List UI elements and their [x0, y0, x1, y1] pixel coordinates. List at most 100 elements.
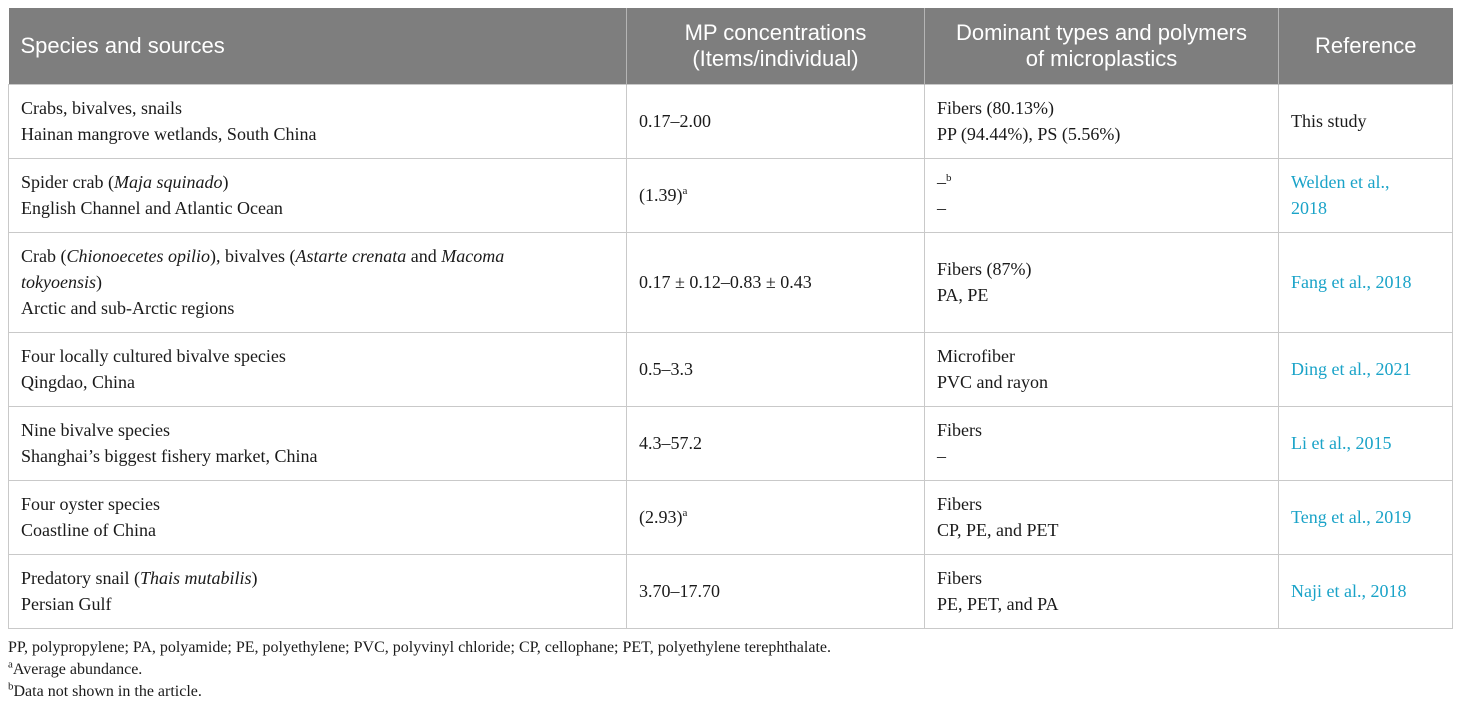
- table-row: Spider crab (Maja squinado) English Chan…: [8, 157, 1453, 232]
- reference-text: This study: [1291, 111, 1367, 131]
- table-row: Nine bivalve species Shanghai’s biggest …: [8, 405, 1453, 480]
- dominant-polymer: –: [937, 446, 946, 466]
- concentration-value: 4.3–57.2: [639, 433, 702, 453]
- table-header: Species and sources MP concentrations (I…: [8, 8, 1453, 84]
- reference-cell: Li et al., 2015: [1278, 405, 1453, 480]
- types-cell: Fibers (87%) PA, PE: [924, 231, 1279, 332]
- reference-cell: Fang et al., 2018: [1278, 231, 1453, 332]
- dominant-polymer: CP, PE, and PET: [937, 520, 1059, 540]
- reference-cell: Ding et al., 2021: [1278, 331, 1453, 406]
- species-cell: Crabs, bivalves, snails Hainan mangrove …: [8, 83, 627, 158]
- species-source: Shanghai’s biggest fishery market, China: [21, 446, 318, 466]
- species-name: Nine bivalve species: [21, 420, 170, 440]
- concentration-value: 0.5–3.3: [639, 359, 693, 379]
- footnote-mark: a: [682, 507, 688, 519]
- species-name: Crab (Chionoecetes opilio), bivalves (As…: [21, 246, 505, 266]
- dominant-polymer: –: [937, 198, 946, 218]
- concentration-value: (1.39): [639, 185, 683, 205]
- species-source: Arctic and sub-Arctic regions: [21, 298, 235, 318]
- reference-cell: Naji et al., 2018: [1278, 553, 1453, 629]
- types-cell: Fibers CP, PE, and PET: [924, 479, 1279, 554]
- dominant-type: –b: [937, 172, 952, 192]
- species-cell: Spider crab (Maja squinado) English Chan…: [8, 157, 627, 232]
- species-name: Predatory snail (Thais mutabilis): [21, 568, 258, 588]
- footnote-a: aAverage abundance.: [8, 659, 1452, 681]
- header-types-line2: of microplastics: [1025, 45, 1178, 71]
- footnote-mark: b: [946, 172, 952, 184]
- concentration-value: 0.17 ± 0.12–0.83 ± 0.43: [639, 272, 812, 292]
- species-name-cont: tokyoensis): [21, 272, 102, 292]
- species-source: Persian Gulf: [21, 594, 112, 614]
- concentration-value: 0.17–2.00: [639, 111, 711, 131]
- reference-link[interactable]: Naji et al., 2018: [1291, 581, 1407, 601]
- header-reference-label: Reference: [1314, 32, 1417, 58]
- types-cell: Fibers PE, PET, and PA: [924, 553, 1279, 629]
- dominant-type: Microfiber: [937, 346, 1015, 366]
- reference-link[interactable]: Teng et al., 2019: [1291, 507, 1412, 527]
- dominant-type: Fibers: [937, 568, 982, 588]
- reference-cell: This study: [1278, 83, 1453, 158]
- dominant-polymer: PE, PET, and PA: [937, 594, 1059, 614]
- reference-link-year[interactable]: 2018: [1291, 198, 1327, 218]
- species-name: Four locally cultured bivalve species: [21, 346, 286, 366]
- concentration-cell: (2.93)a: [626, 479, 925, 554]
- table-body: Crabs, bivalves, snails Hainan mangrove …: [8, 83, 1453, 629]
- header-species-label: Species and sources: [20, 32, 225, 58]
- species-name: Spider crab (Maja squinado): [21, 172, 229, 192]
- types-cell: –b –: [924, 157, 1279, 232]
- reference-link[interactable]: Welden et al.,: [1291, 172, 1390, 192]
- footnote-mark: a: [682, 185, 688, 197]
- species-cell: Nine bivalve species Shanghai’s biggest …: [8, 405, 627, 480]
- dominant-type: Fibers (87%): [937, 259, 1032, 279]
- header-species: Species and sources: [8, 8, 627, 84]
- dominant-type: Fibers (80.13%): [937, 98, 1054, 118]
- header-mp-line1: MP concentrations: [684, 19, 867, 45]
- comparison-table-container: Species and sources MP concentrations (I…: [8, 8, 1453, 703]
- species-latin-name: tokyoensis: [21, 272, 96, 292]
- concentration-value: (2.93): [639, 507, 683, 527]
- species-source: Hainan mangrove wetlands, South China: [21, 124, 317, 144]
- species-latin-name: Macoma: [441, 246, 505, 266]
- header-mp-concentration: MP concentrations (Items/individual): [626, 8, 925, 84]
- concentration-cell: 0.17 ± 0.12–0.83 ± 0.43: [626, 231, 925, 332]
- table-row: Four locally cultured bivalve species Qi…: [8, 331, 1453, 406]
- dominant-type: Fibers: [937, 494, 982, 514]
- table-row: Four oyster species Coastline of China (…: [8, 479, 1453, 554]
- species-cell: Predatory snail (Thais mutabilis) Persia…: [8, 553, 627, 629]
- species-name: Four oyster species: [21, 494, 160, 514]
- table-row: Predatory snail (Thais mutabilis) Persia…: [8, 553, 1453, 629]
- header-types-line1: Dominant types and polymers: [955, 19, 1248, 45]
- header-mp-line2: (Items/individual): [692, 45, 859, 71]
- table-row: Crab (Chionoecetes opilio), bivalves (As…: [8, 231, 1453, 332]
- concentration-value: 3.70–17.70: [639, 581, 720, 601]
- concentration-cell: 0.5–3.3: [626, 331, 925, 406]
- dominant-polymer: PA, PE: [937, 285, 989, 305]
- species-cell: Four locally cultured bivalve species Qi…: [8, 331, 627, 406]
- microplastics-comparison-table: Species and sources MP concentrations (I…: [8, 8, 1453, 629]
- species-cell: Crab (Chionoecetes opilio), bivalves (As…: [8, 231, 627, 332]
- footnote-a-mark: a: [8, 658, 13, 671]
- reference-cell: Welden et al., 2018: [1278, 157, 1453, 232]
- types-cell: Fibers (80.13%) PP (94.44%), PS (5.56%): [924, 83, 1279, 158]
- header-row: Species and sources MP concentrations (I…: [8, 8, 1453, 84]
- types-cell: Fibers –: [924, 405, 1279, 480]
- reference-link[interactable]: Fang et al., 2018: [1291, 272, 1412, 292]
- header-dominant-types: Dominant types and polymers of microplas…: [924, 8, 1279, 84]
- abbreviations-note: PP, polypropylene; PA, polyamide; PE, po…: [8, 638, 831, 656]
- species-latin-name: Chionoecetes opilio: [66, 246, 210, 266]
- footnote-b-mark: b: [8, 680, 14, 693]
- footnote-a-text: Average abundance.: [12, 660, 143, 678]
- header-reference: Reference: [1278, 8, 1453, 84]
- dominant-polymer: PVC and rayon: [937, 372, 1048, 392]
- types-cell: Microfiber PVC and rayon: [924, 331, 1279, 406]
- concentration-cell: 0.17–2.00: [626, 83, 925, 158]
- species-latin-name: Thais mutabilis: [139, 568, 252, 588]
- species-cell: Four oyster species Coastline of China: [8, 479, 627, 554]
- reference-link[interactable]: Li et al., 2015: [1291, 433, 1392, 453]
- species-name: Crabs, bivalves, snails: [21, 98, 182, 118]
- table-row: Crabs, bivalves, snails Hainan mangrove …: [8, 83, 1453, 158]
- reference-link[interactable]: Ding et al., 2021: [1291, 359, 1412, 379]
- species-source: English Channel and Atlantic Ocean: [21, 198, 283, 218]
- dominant-polymer: PP (94.44%), PS (5.56%): [937, 124, 1121, 144]
- species-latin-name: Astarte crenata: [295, 246, 407, 266]
